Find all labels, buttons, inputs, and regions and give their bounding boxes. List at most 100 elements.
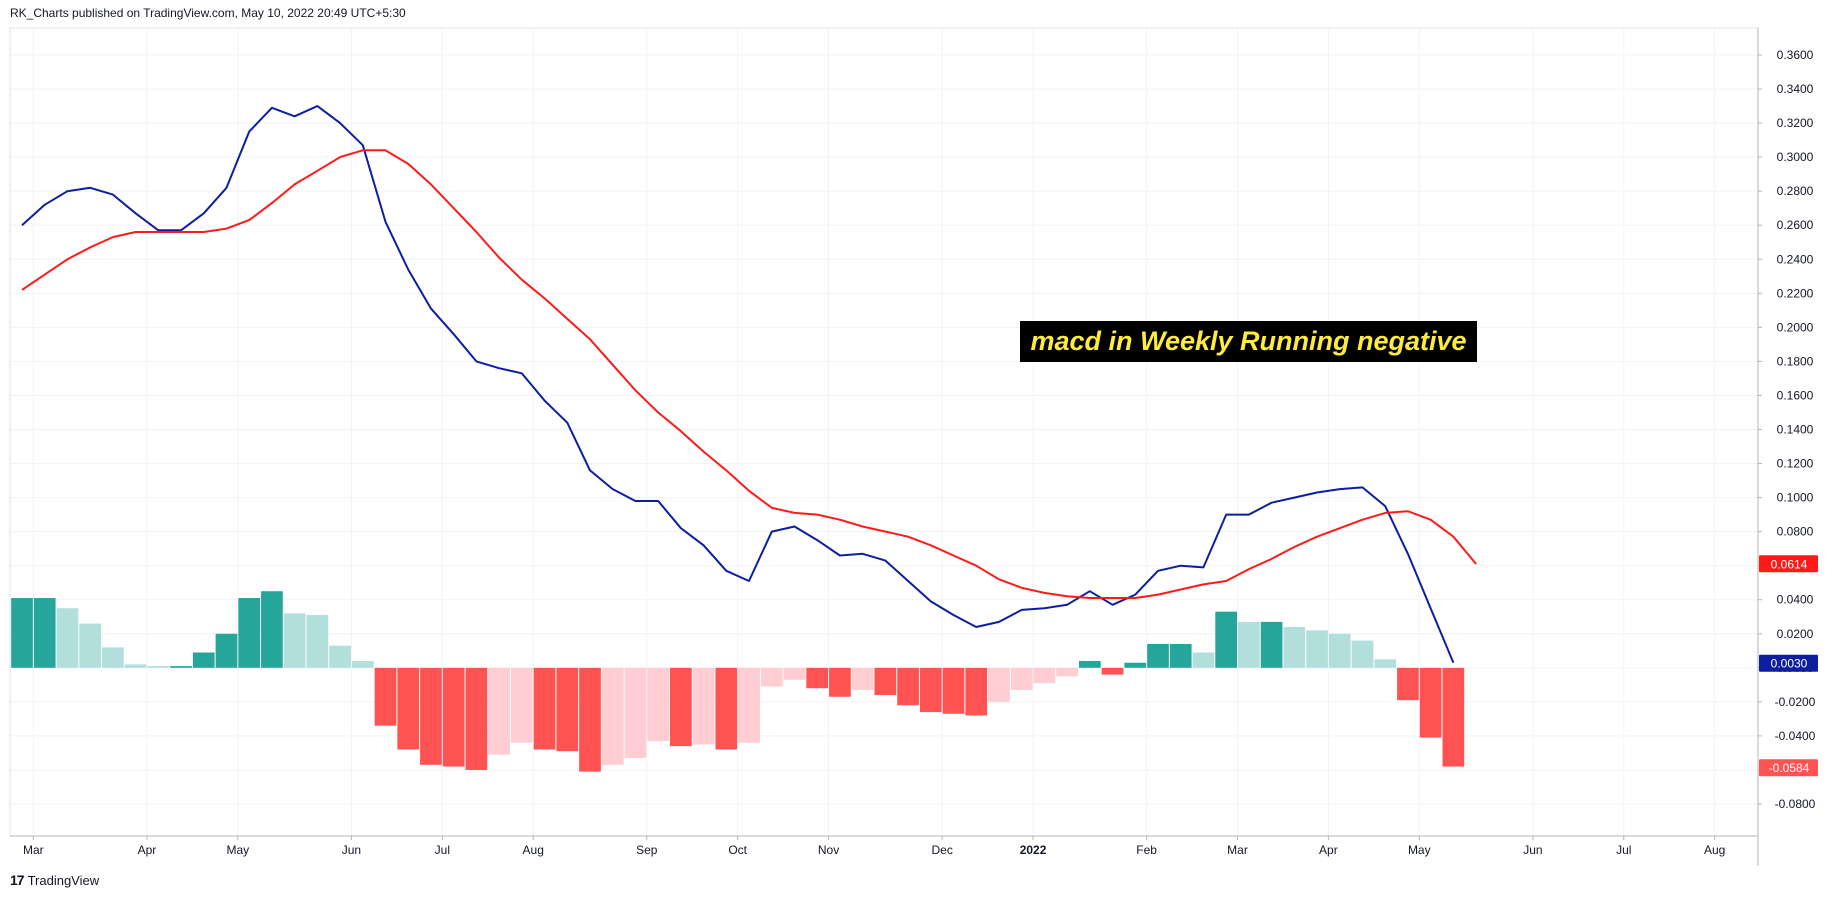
histogram-bar xyxy=(1033,667,1056,684)
histogram-bar xyxy=(465,667,488,770)
y-tick-label: -0.0200 xyxy=(1775,695,1816,709)
histogram-bar xyxy=(874,667,897,696)
histogram-bar xyxy=(351,661,374,668)
signal-value-badge xyxy=(1759,555,1818,573)
histogram-bar xyxy=(670,667,692,747)
histogram xyxy=(11,591,1465,772)
tradingview-footer[interactable]: 17 TradingView xyxy=(10,872,99,888)
x-tick-label: Mar xyxy=(23,843,44,857)
y-tick-label: 0.1000 xyxy=(1777,491,1814,505)
macd-value-badge xyxy=(1759,654,1818,672)
histogram-bar xyxy=(1374,659,1397,668)
x-tick-label: May xyxy=(1408,843,1431,857)
x-tick-label: Jul xyxy=(1616,843,1631,857)
histogram-bar xyxy=(170,666,192,668)
y-tick-label: 0.2800 xyxy=(1777,184,1814,198)
y-tick-label: 0.2600 xyxy=(1777,218,1814,232)
histogram-bar xyxy=(1101,667,1124,675)
histogram-bar xyxy=(760,667,783,687)
histogram-bar xyxy=(1215,611,1238,668)
histogram-bar xyxy=(1056,667,1078,677)
histogram-bar xyxy=(601,667,624,765)
x-tick-label: Jul xyxy=(435,843,450,857)
y-tick-label: 0.3000 xyxy=(1777,150,1814,164)
histogram-bar xyxy=(988,667,1010,702)
histogram-bar xyxy=(1078,661,1101,668)
histogram-bar xyxy=(647,667,670,742)
histogram-bar xyxy=(306,615,329,668)
histogram-bar xyxy=(329,645,351,668)
histogram-bar xyxy=(124,664,147,668)
macd-value-label: 0.0030 xyxy=(1771,657,1808,671)
histogram-bar xyxy=(1260,621,1283,668)
histogram-bar xyxy=(1351,640,1374,668)
publisher-header: RK_Charts published on TradingView.com, … xyxy=(10,6,406,20)
histogram-bar xyxy=(215,633,238,668)
chart-axes: 0.3600 0.3400 0.3200 0.3000 0.2800 0.2600 0.24… xyxy=(9,27,1816,866)
x-tick-label: Sep xyxy=(636,843,658,857)
histogram-bar xyxy=(1283,626,1306,668)
y-tick-label: 0.1800 xyxy=(1777,354,1814,368)
y-tick-label: -0.0800 xyxy=(1775,797,1816,811)
y-tick-label: 0.2000 xyxy=(1777,320,1814,334)
histogram-bar xyxy=(942,667,965,714)
y-tick-label: 0.2200 xyxy=(1777,286,1814,300)
histogram-bar xyxy=(851,667,874,690)
x-tick-label: May xyxy=(227,843,250,857)
histogram-bar xyxy=(147,666,170,668)
y-tick-label: 0.0200 xyxy=(1777,627,1814,641)
x-tick-label: Feb xyxy=(1136,843,1157,857)
x-tick-label: Jun xyxy=(342,843,361,857)
histogram-bar xyxy=(897,667,919,706)
histogram-bar xyxy=(919,667,942,713)
chart-grid xyxy=(10,28,1758,836)
histogram-bar xyxy=(715,667,738,750)
x-tick-label: 2022 xyxy=(1020,843,1047,857)
last-value-badges: 0.0614 0.0030 -0.0584 xyxy=(1759,555,1818,777)
histogram-bar xyxy=(33,598,56,668)
histogram-bar xyxy=(1419,667,1442,738)
signal-value-label: 0.0614 xyxy=(1771,557,1808,571)
y-tick-label: 0.0400 xyxy=(1777,593,1814,607)
histogram-bar xyxy=(1124,662,1147,668)
x-tick-label: Aug xyxy=(1704,843,1725,857)
histogram-bar xyxy=(192,652,215,668)
macd-line xyxy=(21,105,1455,664)
y-tick-label: 0.1200 xyxy=(1777,457,1814,471)
histogram-bar xyxy=(1169,643,1192,668)
histogram-bar xyxy=(1192,652,1215,668)
histogram-bar xyxy=(1010,667,1033,690)
x-tick-label: Jun xyxy=(1523,843,1542,857)
histogram-bar xyxy=(829,667,851,697)
histogram-value-badge xyxy=(1759,759,1818,777)
x-tick-label: Aug xyxy=(523,843,544,857)
y-tick-label: 0.0800 xyxy=(1777,525,1814,539)
histogram-bar xyxy=(783,667,806,680)
plot-frame xyxy=(9,27,1759,837)
y-tick-label: 0.1600 xyxy=(1777,388,1814,402)
histogram-bar xyxy=(283,613,306,668)
histogram-bar xyxy=(510,667,533,743)
histogram-bar xyxy=(420,667,442,765)
y-tick-label: 0.3400 xyxy=(1777,82,1814,96)
histogram-bar xyxy=(397,667,420,750)
histogram-bar xyxy=(442,667,465,767)
tradingview-brand: TradingView xyxy=(27,872,100,888)
tradingview-logo-icon: 17 xyxy=(10,872,25,888)
histogram-value-label: -0.0584 xyxy=(1769,761,1810,775)
histogram-bar xyxy=(488,667,510,755)
histogram-bar xyxy=(1306,630,1328,668)
histogram-bar xyxy=(1328,633,1351,668)
x-tick-label: Mar xyxy=(1227,843,1248,857)
histogram-bar xyxy=(374,667,397,726)
histogram-bar xyxy=(11,598,33,668)
histogram-bar xyxy=(79,623,102,668)
y-tick-label: 0.3600 xyxy=(1777,48,1814,62)
y-tick-label: 0.1400 xyxy=(1777,423,1814,437)
chart-annotation: macd in Weekly Running negative xyxy=(1020,321,1477,362)
histogram-bar xyxy=(579,667,601,772)
histogram-bar xyxy=(56,608,79,668)
signal-line xyxy=(21,149,1477,599)
histogram-bar xyxy=(1147,643,1169,668)
